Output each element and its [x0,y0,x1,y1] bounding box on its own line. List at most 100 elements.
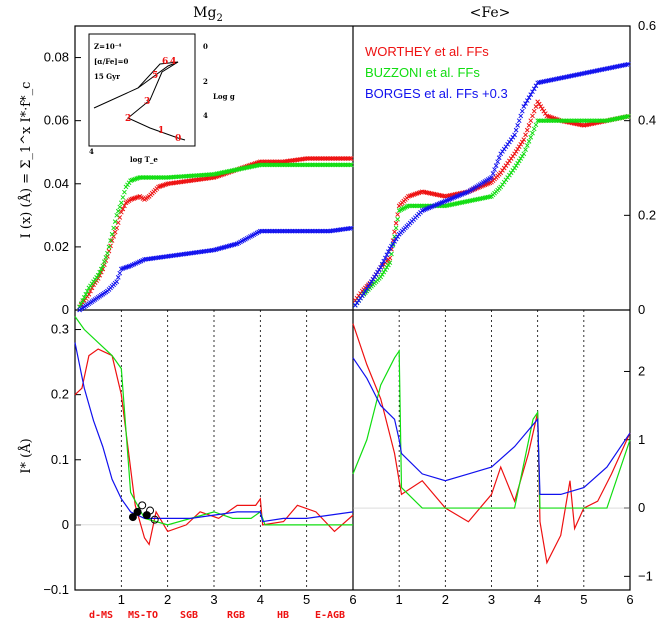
data-point [519,153,525,159]
inset-tick-4x: 4 [89,147,94,156]
data-point [108,238,113,243]
data-point [395,216,400,222]
y-tick-label: 0.1 [51,452,69,467]
data-point [100,263,106,269]
data-point [524,98,530,103]
data-point [513,149,519,154]
data-point [80,298,86,303]
y-tick-label: 0.6 [638,18,656,33]
inset-point-3: 3 [144,97,150,107]
x-tick-label: 3 [210,592,217,607]
data-point [118,200,124,206]
data-point [526,95,532,100]
data-point [115,275,121,280]
data-point [395,234,400,239]
y-tick-label: 0.04 [44,176,69,191]
data-point [381,258,387,264]
data-point [519,108,525,114]
inset-tick-4: 4 [203,111,208,120]
data-point [347,156,353,161]
data-point [518,113,524,119]
data-point [117,204,123,210]
phase-label: d-MS [89,610,113,621]
data-point [85,288,90,294]
data-point [625,61,631,67]
data-point [362,288,368,294]
series-line [352,357,631,495]
data-point [390,241,396,247]
data-point [347,162,353,168]
x-tick-label: 4 [534,592,541,607]
x-tick-label: 1 [396,592,403,607]
series-line [74,342,354,523]
inset-isochrone-branch [137,61,179,89]
data-point [515,160,521,166]
x-tick-label: 5 [303,592,310,607]
data-point [535,99,541,105]
data-point [418,203,423,209]
y-tick-label: 0.3 [51,322,69,337]
y-tick-label: −0.1 [43,582,69,597]
data-point [348,156,354,161]
data-point [533,122,539,128]
data-point [523,101,528,106]
data-point [531,126,537,132]
legend-worthey: WORTHEY et al. FFs [365,44,489,59]
data-point [378,265,384,270]
data-point [359,293,365,299]
data-point [387,260,393,266]
data-point [115,220,121,226]
data-point [516,118,522,124]
inset-point-6: 6 [162,57,168,67]
x-tick-label: 4 [257,592,264,607]
data-point [489,175,494,180]
x-tick-label: 5 [580,592,587,607]
data-point [539,106,545,112]
data-point [528,118,534,124]
data-point [393,220,399,226]
data-point [533,83,539,89]
inset-hr-diagram: Z=10⁻⁴ [α/Fe]=0 15 Gyr 0 1 2 3 4 5 6 0 2… [88,33,235,164]
y-tick-label: 0 [62,302,69,317]
left-panel-title: Mg2 [193,5,223,24]
y-tick-label: 0.2 [638,207,656,222]
y-tick-label: 0.4 [638,113,656,128]
data-point [515,146,521,152]
top-y-axis-label: I (x) (Å) = Σ_1^x I*·f*_c [18,82,34,239]
data-point [118,209,124,215]
data-point [122,189,127,195]
data-point [373,272,379,277]
data-point [523,147,528,153]
data-point [513,163,519,168]
data-point [521,137,527,142]
data-point [412,203,418,209]
legend-borges: BORGES et al. FFs +0.3 [365,86,508,101]
data-point [530,130,535,136]
data-point [379,272,385,277]
data-point [347,226,353,231]
data-point [512,165,517,171]
data-point [382,267,388,273]
data-point [409,203,415,209]
data-point [411,203,416,209]
bottom-y-axis-label: I* (Å) [18,438,34,473]
y-tick-label: 0.02 [44,239,69,254]
phase-label: HB [277,610,289,621]
series-line [352,323,631,565]
data-point [490,171,496,176]
y-tick-label: 0 [638,500,645,515]
data-point [407,203,413,209]
data-point [386,249,391,254]
data-point [512,151,517,157]
data-point [117,215,123,220]
marker-point [133,507,142,516]
data-point [109,238,115,243]
data-point [106,244,112,250]
series-line [74,316,353,526]
data-point [518,141,524,147]
data-point [378,274,384,280]
data-point [523,132,528,138]
data-point [109,231,115,237]
data-point [375,269,380,275]
